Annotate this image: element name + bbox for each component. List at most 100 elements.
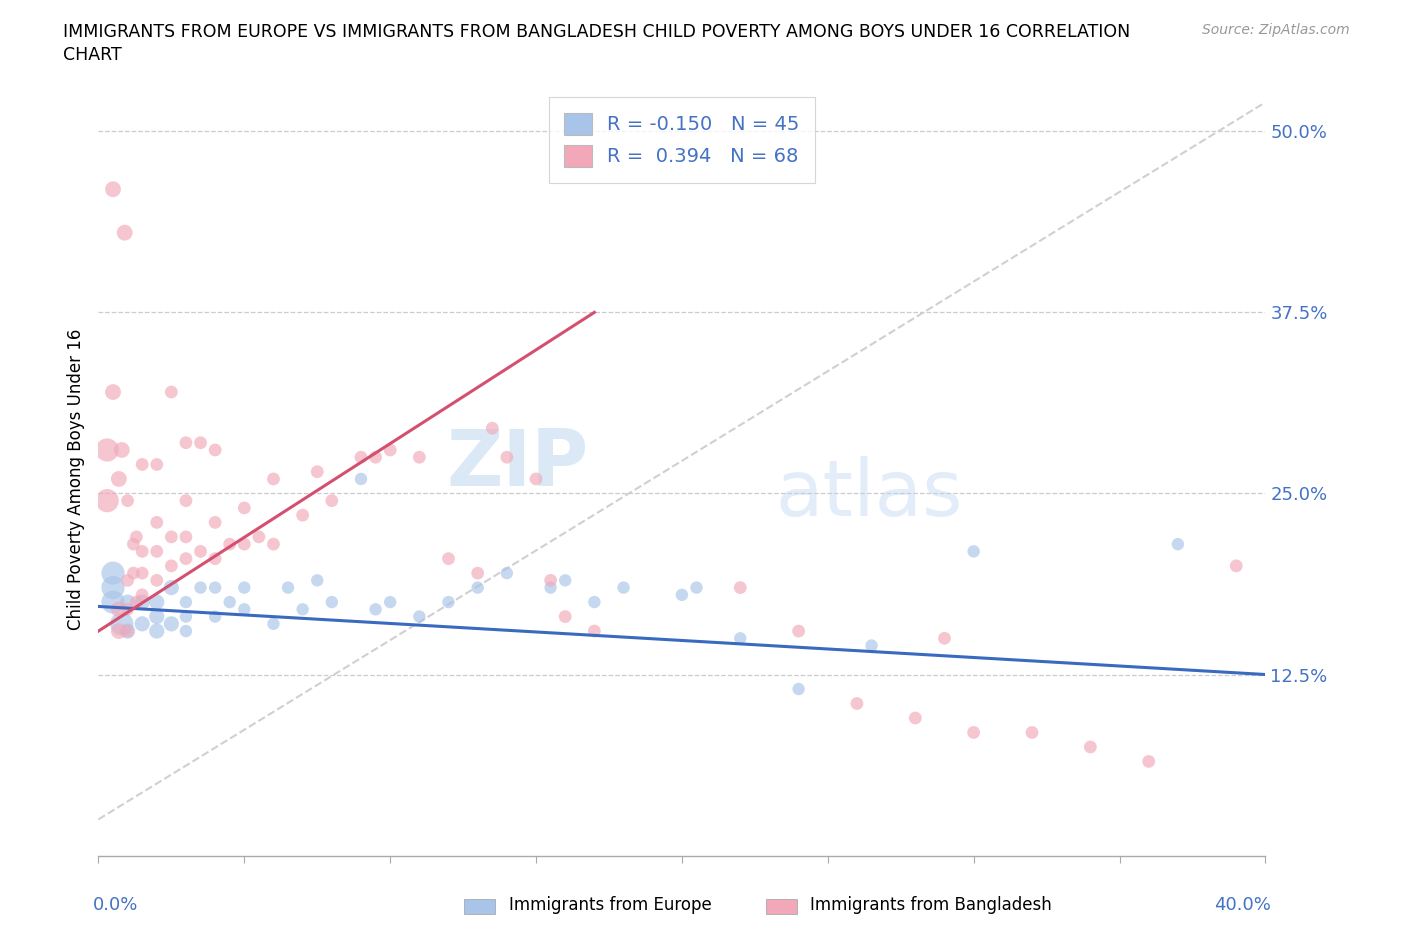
Point xyxy=(350,450,373,465)
Point xyxy=(190,544,212,559)
Point xyxy=(467,565,489,580)
Point xyxy=(321,493,343,508)
Point xyxy=(1167,537,1189,551)
Point xyxy=(174,529,197,544)
Point xyxy=(934,631,956,645)
Point xyxy=(364,450,387,465)
Point xyxy=(467,580,489,595)
Point xyxy=(117,493,139,508)
Point xyxy=(233,537,256,551)
Text: IMMIGRANTS FROM EUROPE VS IMMIGRANTS FROM BANGLADESH CHILD POVERTY AMONG BOYS UN: IMMIGRANTS FROM EUROPE VS IMMIGRANTS FRO… xyxy=(63,23,1130,41)
Point xyxy=(262,617,284,631)
Point xyxy=(146,457,169,472)
Point xyxy=(160,385,183,400)
Point xyxy=(540,573,562,588)
Point xyxy=(380,594,402,609)
Point xyxy=(101,594,124,609)
Point xyxy=(291,602,314,617)
Text: 0.0%: 0.0% xyxy=(93,897,138,914)
Point xyxy=(583,594,606,609)
Point xyxy=(131,588,153,603)
Point xyxy=(218,537,240,551)
Point xyxy=(101,385,124,400)
Y-axis label: Child Poverty Among Boys Under 16: Child Poverty Among Boys Under 16 xyxy=(66,328,84,630)
Point xyxy=(408,450,430,465)
Point xyxy=(204,580,226,595)
Point xyxy=(174,624,197,639)
Point xyxy=(524,472,547,486)
Point xyxy=(174,493,197,508)
Point xyxy=(307,464,329,479)
Point xyxy=(860,638,883,653)
Point xyxy=(174,435,197,450)
Point xyxy=(583,624,606,639)
Point xyxy=(437,551,460,566)
Point xyxy=(496,565,519,580)
Legend: R = -0.150   N = 45, R =  0.394   N = 68: R = -0.150 N = 45, R = 0.394 N = 68 xyxy=(548,97,815,182)
Point xyxy=(554,609,576,624)
Point xyxy=(233,500,256,515)
Point xyxy=(160,580,183,595)
Point xyxy=(262,472,284,486)
Point xyxy=(1225,558,1247,573)
Point xyxy=(131,565,153,580)
Point xyxy=(146,573,169,588)
Point xyxy=(247,529,270,544)
Point xyxy=(146,594,169,609)
Point xyxy=(364,602,387,617)
Point xyxy=(190,435,212,450)
Point xyxy=(101,565,124,580)
Point xyxy=(1021,725,1043,740)
Point xyxy=(122,565,145,580)
Point xyxy=(96,443,118,458)
Point xyxy=(291,508,314,523)
Point xyxy=(730,580,752,595)
Point xyxy=(122,537,145,551)
Point xyxy=(114,225,136,240)
Point xyxy=(146,544,169,559)
Point xyxy=(131,544,153,559)
Point xyxy=(307,573,329,588)
Point xyxy=(350,472,373,486)
Point xyxy=(131,457,153,472)
Point xyxy=(108,624,131,639)
Point xyxy=(1080,739,1102,754)
Point xyxy=(101,181,124,196)
Point xyxy=(101,580,124,595)
Text: Source: ZipAtlas.com: Source: ZipAtlas.com xyxy=(1202,23,1350,37)
Point xyxy=(204,551,226,566)
Point xyxy=(174,609,197,624)
Point xyxy=(117,624,139,639)
Point xyxy=(117,573,139,588)
Point xyxy=(787,624,810,639)
Point xyxy=(233,580,256,595)
Point xyxy=(904,711,927,725)
Point xyxy=(111,443,134,458)
Point xyxy=(612,580,634,595)
Point xyxy=(554,573,576,588)
Text: 40.0%: 40.0% xyxy=(1215,897,1271,914)
Point xyxy=(96,493,118,508)
Point xyxy=(218,594,240,609)
Point xyxy=(685,580,707,595)
Point xyxy=(160,529,183,544)
Point xyxy=(671,588,693,603)
Point xyxy=(846,696,869,711)
Point xyxy=(174,594,197,609)
Point xyxy=(380,443,402,458)
Point xyxy=(125,529,148,544)
Point xyxy=(108,472,131,486)
Text: atlas: atlas xyxy=(775,456,963,532)
Point xyxy=(131,594,153,609)
Point xyxy=(146,609,169,624)
Point xyxy=(408,609,430,624)
Point xyxy=(146,624,169,639)
Point xyxy=(262,537,284,551)
Point xyxy=(277,580,299,595)
Point xyxy=(117,602,139,617)
Point xyxy=(1137,754,1160,769)
Point xyxy=(174,551,197,566)
Point xyxy=(108,602,131,617)
Point xyxy=(160,617,183,631)
Point xyxy=(233,602,256,617)
